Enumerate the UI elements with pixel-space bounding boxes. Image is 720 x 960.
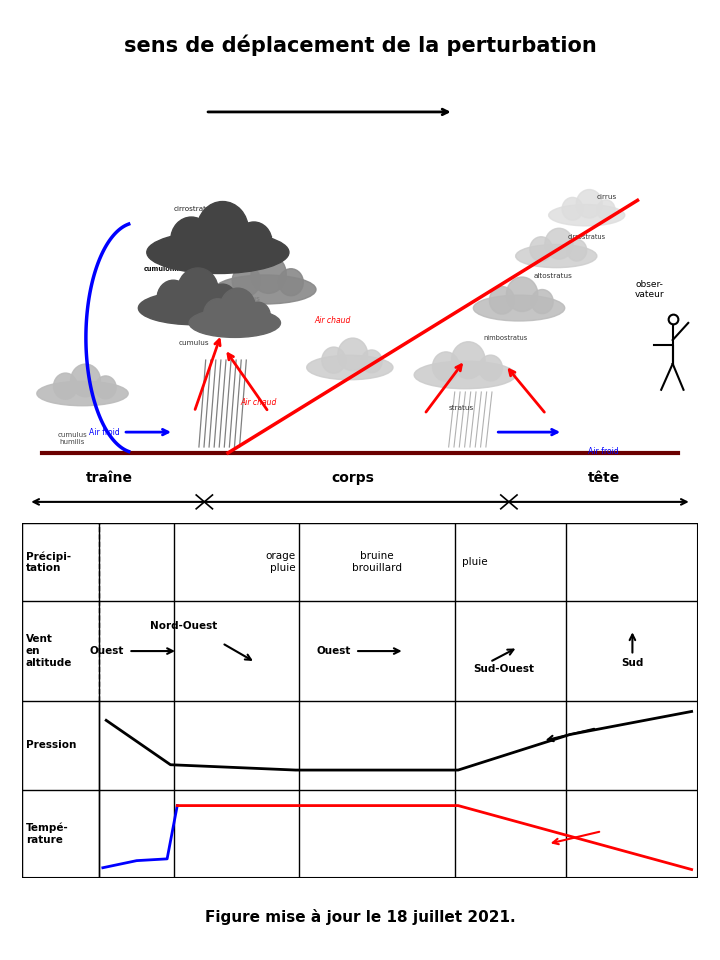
Text: Ouest: Ouest	[90, 646, 125, 656]
Circle shape	[545, 228, 573, 259]
Ellipse shape	[549, 204, 625, 226]
Circle shape	[433, 352, 459, 381]
Text: cumulus: cumulus	[179, 340, 210, 347]
Text: stratus: stratus	[449, 405, 474, 411]
Ellipse shape	[37, 381, 128, 406]
Text: cirrus: cirrus	[597, 194, 617, 200]
Circle shape	[246, 302, 270, 329]
Text: nimbostratus: nimbostratus	[483, 335, 528, 341]
Text: cumulus
humilis: cumulus humilis	[58, 432, 87, 445]
Circle shape	[506, 277, 538, 311]
Circle shape	[562, 198, 583, 220]
Circle shape	[279, 269, 303, 296]
Text: tête: tête	[588, 471, 620, 485]
Circle shape	[567, 239, 587, 261]
Text: pluie: pluie	[462, 557, 487, 567]
Circle shape	[233, 265, 261, 297]
Circle shape	[530, 237, 552, 261]
Circle shape	[157, 280, 189, 316]
Circle shape	[71, 364, 101, 396]
Text: Vent
en
altitude: Vent en altitude	[26, 635, 72, 667]
Circle shape	[171, 217, 212, 262]
Circle shape	[490, 286, 515, 314]
Ellipse shape	[215, 275, 316, 304]
Circle shape	[236, 222, 272, 261]
Text: Pression: Pression	[26, 740, 76, 750]
Text: Sud-Ouest: Sud-Ouest	[473, 663, 534, 674]
Circle shape	[220, 288, 256, 326]
Circle shape	[95, 376, 116, 398]
Text: Ouest: Ouest	[317, 646, 351, 656]
Circle shape	[208, 284, 237, 315]
Text: cumulonimbus: cumulonimbus	[143, 266, 197, 272]
Ellipse shape	[516, 245, 597, 268]
Text: orage
pluie: orage pluie	[266, 551, 296, 573]
Text: Tempé-
rature: Tempé- rature	[26, 823, 68, 845]
Text: Sud: Sud	[621, 658, 644, 667]
Circle shape	[178, 268, 218, 313]
Text: altostratus: altostratus	[534, 274, 572, 279]
Ellipse shape	[147, 231, 289, 274]
Text: Air froid: Air froid	[588, 447, 619, 456]
Circle shape	[53, 373, 77, 399]
Text: Précipi-
tation: Précipi- tation	[26, 551, 71, 573]
Ellipse shape	[307, 355, 393, 380]
Ellipse shape	[138, 291, 250, 324]
Text: Air chaud: Air chaud	[240, 397, 276, 407]
Circle shape	[322, 348, 346, 373]
Circle shape	[576, 189, 602, 218]
Circle shape	[361, 349, 382, 372]
Ellipse shape	[473, 295, 564, 321]
Text: Nord-Ouest: Nord-Ouest	[150, 621, 217, 632]
Text: sens de déplacement de la perturbation: sens de déplacement de la perturbation	[124, 35, 596, 56]
Text: Altocumulus: Altocumulus	[216, 296, 261, 301]
Text: Cirrus: Cirrus	[251, 234, 273, 243]
Text: cirrostratus: cirrostratus	[174, 206, 215, 212]
Text: Figure mise à jour le 18 juillet 2021.: Figure mise à jour le 18 juillet 2021.	[204, 909, 516, 924]
Text: corps: corps	[332, 471, 374, 485]
Circle shape	[197, 202, 248, 258]
Circle shape	[531, 290, 553, 314]
Circle shape	[597, 200, 615, 220]
Text: bruine
brouillard: bruine brouillard	[352, 551, 402, 573]
Text: Air chaud: Air chaud	[315, 316, 351, 324]
Circle shape	[338, 338, 368, 371]
Ellipse shape	[189, 308, 281, 337]
Text: cirrostratus: cirrostratus	[567, 234, 606, 240]
Circle shape	[251, 254, 287, 294]
Text: obser-
vateur: obser- vateur	[635, 279, 665, 300]
Circle shape	[451, 342, 485, 378]
Text: Air froid: Air froid	[89, 427, 120, 437]
Circle shape	[479, 355, 503, 381]
Text: traîne: traîne	[86, 471, 133, 485]
Circle shape	[204, 299, 232, 329]
Ellipse shape	[414, 361, 516, 389]
